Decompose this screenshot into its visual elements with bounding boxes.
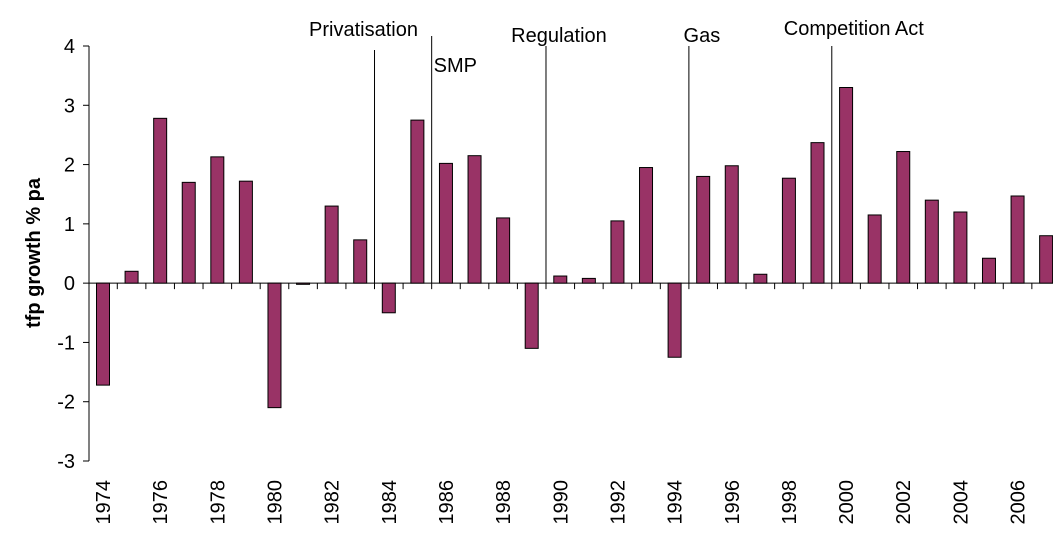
x-tick-label: 1980 (264, 480, 286, 525)
y-axis-label: tfp growth % pa (23, 177, 45, 328)
x-tick-label: 1978 (207, 480, 229, 525)
bar (610, 220, 625, 284)
bar (496, 217, 511, 284)
x-tick-label: 1982 (322, 480, 344, 525)
x-tick-label: 1988 (493, 480, 515, 525)
bar (1039, 235, 1053, 284)
y-tick-label: 4 (64, 36, 75, 58)
bar (181, 181, 196, 284)
x-tick-label: 1976 (150, 480, 172, 525)
y-tick-label: -3 (57, 451, 75, 473)
bar (96, 282, 110, 386)
y-tick-label: 1 (64, 214, 75, 236)
bar (238, 180, 253, 284)
x-tick-label: 2000 (836, 480, 858, 525)
y-tick-label: -2 (57, 392, 75, 414)
x-tick-label: 1974 (93, 480, 115, 525)
y-tick-label: 3 (64, 95, 75, 117)
x-tick-label: 1984 (379, 480, 401, 525)
annotation-label: SMP (434, 55, 477, 77)
bar (124, 270, 139, 284)
x-tick-label: 2006 (1008, 480, 1030, 525)
bar (896, 151, 911, 284)
bar (724, 165, 739, 284)
bar (153, 117, 168, 284)
bar (324, 205, 339, 284)
bar (781, 177, 796, 284)
x-tick-label: 1990 (550, 480, 572, 525)
y-tick-label: 0 (64, 273, 75, 295)
bar (639, 167, 654, 284)
x-tick-label: 1996 (722, 480, 744, 525)
y-tick-label: 2 (64, 155, 75, 177)
y-tick-label: -1 (57, 332, 75, 354)
x-tick-label: 1986 (436, 480, 458, 525)
x-tick-label: 2002 (893, 480, 915, 525)
annotation-label: Privatisation (309, 19, 418, 41)
x-tick-label: 1998 (779, 480, 801, 525)
bar (924, 199, 939, 284)
x-tick-label: 1992 (607, 480, 629, 525)
bar (467, 155, 482, 284)
bar (267, 282, 282, 409)
x-tick-label: 2004 (950, 480, 972, 525)
bar (867, 214, 882, 284)
bar (381, 282, 396, 314)
bar (553, 275, 568, 284)
bar (667, 282, 682, 358)
annotation-label: Competition Act (784, 18, 925, 40)
bar (524, 282, 539, 349)
annotation-label: Gas (684, 25, 721, 47)
bar (1010, 195, 1025, 284)
annotation-label: Regulation (511, 25, 607, 47)
bar (353, 239, 368, 284)
bar (753, 273, 768, 284)
bar (696, 175, 711, 284)
bar (438, 162, 453, 284)
bar (981, 257, 996, 284)
bar (839, 87, 854, 284)
x-tick-label: 1994 (665, 480, 687, 525)
bar (296, 282, 311, 285)
bar (210, 156, 225, 284)
bar (953, 211, 968, 284)
bar (810, 142, 825, 284)
bar (581, 277, 596, 284)
bar (410, 119, 425, 284)
